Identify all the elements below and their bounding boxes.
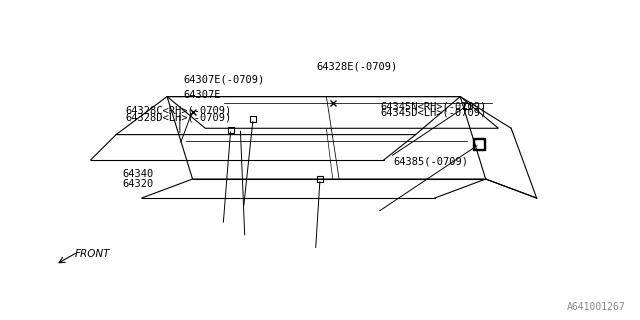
Text: 64307E(-0709): 64307E(-0709) xyxy=(183,74,264,84)
Text: 64340: 64340 xyxy=(122,169,154,179)
Text: 64328C<RH>(-0709): 64328C<RH>(-0709) xyxy=(125,106,232,116)
Text: 64345N<RH>(-0709): 64345N<RH>(-0709) xyxy=(381,101,487,111)
Text: 64385(-0709): 64385(-0709) xyxy=(394,156,468,167)
Text: 64345D<LH>(-0709): 64345D<LH>(-0709) xyxy=(381,108,487,117)
Text: 64328D<LH>(-0709): 64328D<LH>(-0709) xyxy=(125,112,232,122)
Text: FRONT: FRONT xyxy=(75,249,110,259)
Text: 64328E(-0709): 64328E(-0709) xyxy=(317,61,398,71)
Text: 64307E: 64307E xyxy=(183,90,221,100)
Text: 64320: 64320 xyxy=(122,179,154,189)
Text: A641001267: A641001267 xyxy=(567,302,626,312)
